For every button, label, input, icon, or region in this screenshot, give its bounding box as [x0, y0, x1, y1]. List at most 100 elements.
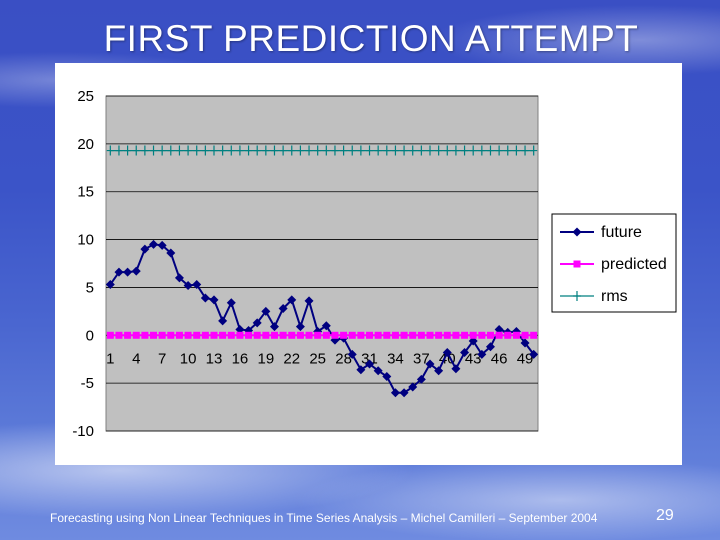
point-predicted: [504, 331, 512, 339]
point-rms: [227, 145, 235, 156]
point-predicted: [184, 331, 192, 339]
point-future: [442, 348, 452, 358]
point-predicted: [426, 331, 434, 339]
point-rms: [115, 145, 123, 156]
legend-label-rms: rms: [601, 288, 628, 305]
x-tick-label: 10: [180, 350, 197, 367]
point-future: [278, 303, 288, 313]
point-future: [390, 388, 400, 398]
point-rms: [253, 145, 261, 156]
point-rms: [435, 145, 443, 156]
point-rms: [512, 145, 520, 156]
point-predicted: [521, 331, 529, 339]
point-predicted: [219, 331, 227, 339]
point-predicted: [331, 331, 339, 339]
point-predicted: [158, 331, 166, 339]
point-future: [209, 295, 219, 305]
y-tick-label: 5: [86, 279, 94, 296]
point-rms: [296, 145, 304, 156]
point-predicted: [340, 331, 348, 339]
point-future: [192, 280, 202, 290]
point-future: [460, 348, 470, 358]
point-future: [529, 349, 539, 359]
plot-area: [105, 95, 539, 432]
point-future: [131, 266, 141, 276]
point-rms: [348, 145, 356, 156]
point-predicted: [141, 331, 149, 339]
point-predicted: [245, 331, 253, 339]
page-number: 29: [656, 507, 674, 524]
legend-label-future: future: [601, 224, 642, 241]
point-predicted: [530, 331, 538, 339]
point-rms: [357, 145, 365, 156]
point-future: [425, 359, 435, 369]
point-future: [304, 296, 314, 306]
point-predicted: [227, 331, 235, 339]
y-tick-label: 0: [86, 327, 94, 344]
point-predicted: [400, 331, 408, 339]
point-rms: [305, 145, 313, 156]
point-future: [382, 371, 392, 381]
point-rms: [175, 145, 183, 156]
point-rms: [366, 145, 374, 156]
point-future: [166, 248, 176, 258]
x-tick-label: 13: [206, 350, 223, 367]
point-future: [416, 374, 426, 384]
point-predicted: [210, 331, 218, 339]
point-predicted: [193, 331, 201, 339]
point-rms: [314, 145, 322, 156]
point-future: [321, 321, 331, 331]
point-predicted: [115, 331, 123, 339]
point-predicted: [391, 331, 399, 339]
point-predicted: [270, 331, 278, 339]
point-rms: [452, 145, 460, 156]
legend-marker-rms: [573, 291, 581, 301]
y-tick-label: 10: [77, 232, 94, 249]
point-predicted: [305, 331, 313, 339]
point-future: [399, 388, 409, 398]
point-predicted: [357, 331, 365, 339]
point-predicted: [409, 331, 417, 339]
point-rms: [374, 145, 382, 156]
y-tick-label: -5: [81, 375, 94, 392]
point-rms: [201, 145, 209, 156]
x-tick-label: 19: [257, 350, 274, 367]
point-rms: [391, 145, 399, 156]
point-future: [295, 322, 305, 332]
point-future: [347, 349, 357, 359]
point-rms: [486, 145, 494, 156]
point-rms: [426, 145, 434, 156]
point-rms: [106, 145, 114, 156]
point-future: [226, 298, 236, 308]
point-rms: [340, 145, 348, 156]
point-future: [174, 273, 184, 283]
point-future: [373, 366, 383, 376]
x-tick-label: 22: [283, 350, 300, 367]
y-tick-label: 15: [77, 184, 94, 201]
point-future: [252, 318, 262, 328]
point-rms: [141, 145, 149, 156]
y-tick-label: 25: [77, 88, 94, 105]
x-tick-label: 4: [132, 350, 140, 367]
point-rms: [124, 145, 132, 156]
point-future: [261, 306, 271, 316]
point-predicted: [150, 331, 158, 339]
point-rms: [245, 145, 253, 156]
point-predicted: [175, 331, 183, 339]
point-rms: [158, 145, 166, 156]
point-rms: [132, 145, 140, 156]
point-rms: [521, 145, 529, 156]
point-predicted: [417, 331, 425, 339]
point-predicted: [279, 331, 287, 339]
x-tick-label: 16: [232, 350, 249, 367]
point-predicted: [495, 331, 503, 339]
legend-label-predicted: predicted: [601, 256, 667, 273]
point-rms: [478, 145, 486, 156]
point-future: [287, 295, 297, 305]
point-future: [365, 359, 375, 369]
point-future: [157, 240, 167, 250]
point-rms: [409, 145, 417, 156]
point-predicted: [262, 331, 270, 339]
point-rms: [461, 145, 469, 156]
